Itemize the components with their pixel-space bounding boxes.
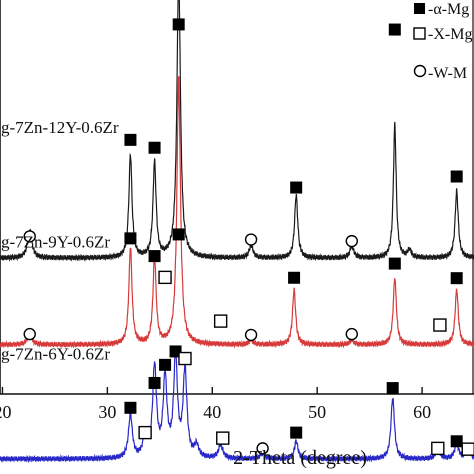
- x-axis-title: 2-Theta (degree): [233, 447, 367, 469]
- x-tick-label-4: 60: [413, 402, 431, 422]
- legend-label-alpha-mg: -α-Mg: [428, 1, 469, 18]
- marker-1-9-filled-square-icon: [388, 257, 401, 270]
- series-line-2: [0, 350, 474, 464]
- series-labels: g-7Zn-12Y-0.6Zr g-7Zn-9Y-0.6Zr g-7Zn-6Y-0.…: [1, 118, 119, 364]
- marker-1-0-open-circle-icon: [23, 327, 36, 341]
- legend-label-x-mg: -X-Mg: [428, 26, 472, 43]
- marker-1-1-filled-square-icon: [124, 232, 137, 245]
- legend: -α-Mg -X-Mg -W-M: [413, 1, 472, 82]
- marker-1-5-open-square-icon: [213, 314, 228, 328]
- series-label-0: g-7Zn-12Y-0.6Zr: [1, 118, 119, 137]
- marker-2-1-open-square-icon: [138, 425, 152, 440]
- marker-1-7-filled-square-icon: [288, 271, 301, 284]
- marker-1-2-filled-square-icon: [148, 250, 161, 263]
- marker-1-8-open-circle-icon: [345, 327, 358, 341]
- x-tick-label-2: 40: [203, 402, 221, 422]
- series-line-1: [0, 76, 474, 349]
- marker-0-3-filled-square-icon: [172, 18, 185, 31]
- marker-2-11-filled-square-icon: [450, 435, 463, 448]
- marker-1-4-filled-square-icon: [172, 228, 185, 241]
- x-tick-label-1: 30: [98, 402, 116, 422]
- marker-0-6-open-circle-icon: [345, 234, 358, 248]
- marker-2-2-filled-square-icon: [148, 376, 161, 389]
- marker-2-3-filled-square-icon: [159, 358, 172, 371]
- marker-2-7-open-circle-icon: [256, 442, 269, 455]
- marker-2-8-filled-square-icon: [290, 426, 303, 439]
- x-ticks: 20 30 40 50 60: [0, 387, 431, 422]
- marker-2-12-open-square-icon: [461, 442, 474, 456]
- phase-markers: [23, 18, 474, 456]
- x-tick-label-0: 20: [0, 402, 11, 422]
- marker-1-3-open-square-icon: [158, 270, 172, 285]
- marker-1-6-open-circle-icon: [244, 328, 258, 342]
- marker-2-9-filled-square-icon: [386, 382, 399, 395]
- marker-0-0-open-circle-icon: [23, 230, 36, 243]
- series-line-0: [0, 0, 474, 262]
- legend-swatch-w-m: [413, 64, 427, 78]
- marker-0-8-filled-square-icon: [450, 170, 463, 183]
- marker-0-4-open-circle-icon: [244, 233, 258, 246]
- series-curves: [0, 0, 474, 464]
- marker-0-2-filled-square-icon: [148, 141, 161, 154]
- marker-1-10-open-square-icon: [433, 318, 447, 332]
- x-tick-label-3: 50: [308, 402, 326, 422]
- legend-label-w-m: -W-M: [428, 65, 467, 82]
- series-label-1: g-7Zn-9Y-0.6Zr: [1, 232, 110, 251]
- legend-swatch-x-mg: [413, 27, 426, 40]
- legend-swatch-alpha-mg: [414, 3, 425, 14]
- series-label-2: g-7Zn-6Y-0.6Zr: [1, 345, 110, 364]
- marker-2-6-open-square-icon: [216, 431, 230, 445]
- marker-2-10-open-square-icon: [431, 441, 445, 456]
- marker-2-5-open-square-icon: [178, 351, 192, 366]
- marker-2-0-filled-square-icon: [124, 401, 137, 414]
- marker-0-1-filled-square-icon: [124, 133, 137, 146]
- marker-0-5-filled-square-icon: [290, 181, 303, 194]
- marker-1-11-filled-square-icon: [450, 272, 463, 285]
- marker-0-7-filled-square-icon: [388, 23, 401, 36]
